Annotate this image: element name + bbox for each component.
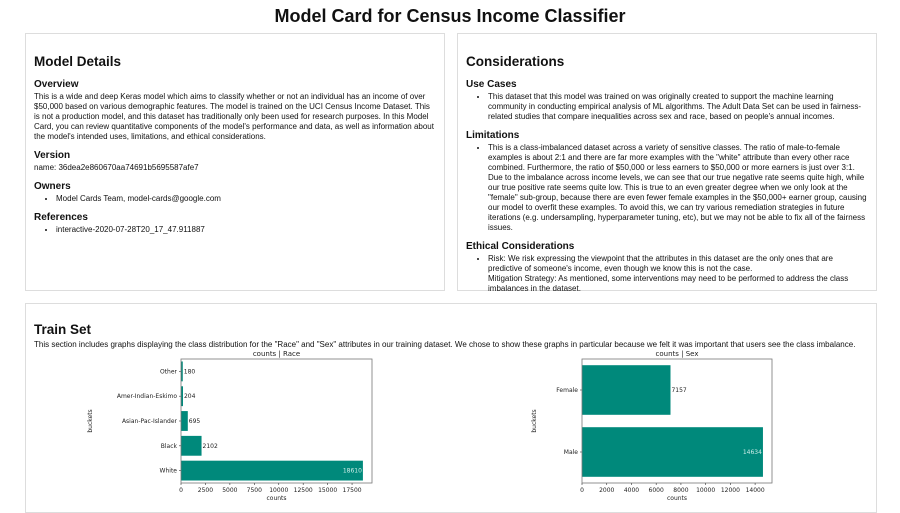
ethical-risk: Risk: We risk expressing the viewpoint t… [488, 254, 833, 273]
references-heading: References [34, 212, 88, 223]
model-details-heading: Model Details [34, 54, 122, 69]
x-tick-label: 4000 [624, 487, 639, 494]
considerations-heading: Considerations [466, 54, 565, 69]
x-tick-label: 5000 [222, 487, 237, 494]
data-label: 180 [184, 368, 196, 375]
y-tick-label: Other [160, 368, 178, 375]
x-tick-label: 8000 [673, 487, 688, 494]
considerations-card: Considerations Use Cases This dataset th… [457, 33, 877, 294]
data-label: 695 [189, 418, 201, 425]
ethical-heading: Ethical Considerations [466, 241, 575, 252]
sex-chart: counts | Sex 14634 Male 7157 Female 0 2000 4000… [531, 350, 773, 502]
y-tick-label: White [160, 468, 178, 475]
x-tick-label: 2500 [198, 487, 213, 494]
y-tick-label: Female [556, 387, 578, 394]
ethical-item: Risk: We risk expressing the viewpoint t… [488, 254, 868, 294]
train-set-description: This section includes graphs displaying … [34, 340, 856, 349]
owners-heading: Owners [34, 181, 71, 192]
x-tick-label: 12500 [294, 487, 313, 494]
y-tick-label: Male [564, 449, 579, 456]
data-label: 7157 [671, 387, 686, 394]
bar [181, 386, 183, 407]
x-tick-label: 2000 [599, 487, 614, 494]
use-case-item: This dataset that this model was trained… [488, 92, 868, 122]
bar [582, 365, 671, 415]
data-label: 18610 [343, 468, 362, 475]
y-axis-label: buckets [531, 409, 538, 432]
ethical-mitigation: Mitigation Strategy: As mentioned, some … [488, 274, 849, 293]
bar [181, 411, 188, 431]
use-cases-heading: Use Cases [466, 79, 517, 90]
reference-item: interactive-2020-07-28T20_17_47.911887 [56, 225, 436, 235]
plot-frame [180, 358, 373, 484]
version-heading: Version [34, 150, 71, 161]
limitation-item: This is a class-imbalanced dataset acros… [488, 143, 868, 233]
y-axis-label: buckets [87, 409, 94, 432]
x-axis-label: counts [266, 495, 286, 502]
train-set-card: Train Set This section includes graphs d… [25, 303, 877, 513]
plot-frame [581, 358, 773, 484]
x-tick-label: 10000 [696, 487, 715, 494]
overview-text: This is a wide and deep Keras model whic… [34, 92, 434, 141]
data-label: 204 [184, 393, 196, 400]
limitations-heading: Limitations [466, 130, 520, 141]
x-tick-label: 7500 [247, 487, 262, 494]
x-tick-label: 10000 [269, 487, 288, 494]
y-tick-label: Asian-Pac-Islander [122, 418, 178, 425]
chart-title: counts | Race [253, 350, 300, 358]
x-tick-label: 0 [179, 487, 183, 494]
bar [181, 460, 363, 481]
x-tick-label: 15000 [318, 487, 337, 494]
bar [181, 361, 183, 382]
chart-title: counts | Sex [656, 350, 699, 358]
bar [582, 427, 763, 477]
x-tick-label: 6000 [649, 487, 664, 494]
model-details-card: Model Details Overview This is a wide an… [25, 33, 445, 291]
bar [181, 435, 202, 456]
train-set-heading: Train Set [34, 322, 92, 337]
data-label: 2102 [203, 443, 218, 450]
x-tick-label: 12000 [721, 487, 740, 494]
x-tick-label: 14000 [746, 487, 765, 494]
version-text: name: 36dea2e860670aa74691b5695587afe7 [34, 163, 199, 172]
x-tick-label: 17500 [343, 487, 362, 494]
y-tick-label: Black [161, 443, 178, 450]
x-tick-label: 0 [580, 487, 584, 494]
owner-item: Model Cards Team, model-cards@google.com [56, 194, 436, 204]
race-chart: counts | Race 18610 White 2102 Black 695 Asian… [87, 350, 373, 502]
y-tick-label: Amer-Indian-Eskimo [117, 393, 177, 400]
overview-heading: Overview [34, 79, 79, 90]
x-axis-label: counts [667, 495, 687, 502]
page-title: Model Card for Census Income Classifier [274, 6, 626, 26]
data-label: 14634 [743, 449, 762, 456]
